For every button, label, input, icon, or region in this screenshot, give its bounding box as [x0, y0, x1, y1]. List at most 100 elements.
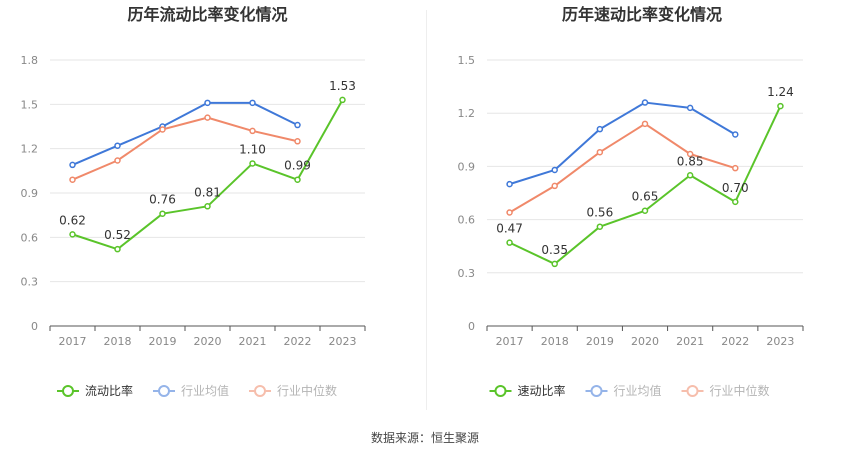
legend-item: 行业中位数 [681, 383, 770, 398]
legend-label: 行业中位数 [277, 383, 337, 398]
legend-label: 行业中位数 [710, 383, 770, 398]
chart-title: 历年速动比率变化情况 [562, 5, 722, 24]
data-point [686, 104, 694, 112]
data-point [114, 245, 121, 253]
data-label: 1.10 [239, 142, 266, 156]
y-tick-label: 1.5 [458, 54, 476, 67]
legend-marker [590, 385, 603, 397]
legend-label: 行业均值 [181, 383, 229, 398]
data-point [69, 161, 76, 169]
data-point [294, 176, 301, 183]
x-tick-label: 2020 [631, 335, 659, 348]
data-label: 0.70 [722, 181, 749, 195]
data-point [294, 121, 301, 129]
data-point [249, 127, 256, 135]
legend-item: 行业均值 [153, 383, 229, 398]
data-point [339, 96, 346, 104]
data-point [294, 138, 301, 145]
legend-marker [158, 385, 170, 397]
data-label: 0.62 [59, 213, 86, 227]
x-tick-label: 2022 [284, 335, 312, 348]
y-tick-label: 0 [468, 320, 475, 333]
data-point [641, 99, 649, 106]
data-label: 1.53 [329, 79, 356, 93]
data-label: 0.81 [194, 185, 221, 199]
data-source-note: 数据来源：恒生聚源 [370, 431, 479, 445]
x-tick-label: 2023 [766, 335, 794, 348]
data-point [686, 172, 694, 179]
y-tick-label: 1.2 [21, 143, 39, 156]
current-ratio-chart: 历年流动比率变化情况 0 0.3 0.6 0.9 1.2 1.5 1.8 2017 2018 201… [0, 0, 425, 420]
x-tick-label: 2019 [149, 335, 177, 348]
y-tick-label: 0 [31, 320, 38, 333]
chart-title: 历年流动比率变化情况 [127, 5, 287, 24]
data-point [69, 176, 76, 183]
data-point [506, 239, 513, 246]
data-point [159, 126, 166, 133]
data-point [641, 120, 649, 128]
series-line [72, 101, 298, 166]
x-tick-label: 2019 [586, 335, 614, 348]
series-line [72, 99, 344, 251]
legend-item: 速动比率 [489, 383, 566, 398]
data-point [249, 99, 256, 107]
y-tick-label: 0.3 [458, 267, 476, 280]
data-point [551, 166, 558, 174]
data-point [249, 160, 256, 167]
data-point [641, 207, 649, 214]
y-tick-label: 0.9 [21, 187, 39, 200]
y-tick-label: 1.5 [21, 98, 39, 111]
y-tick-label: 0.3 [21, 276, 39, 289]
data-point [114, 157, 121, 164]
y-tick-label: 0.6 [21, 231, 39, 244]
data-point [596, 223, 604, 230]
x-tick-label: 2017 [59, 335, 87, 348]
legend-label: 流动比率 [85, 383, 133, 398]
panel-divider [426, 10, 427, 410]
data-label: 0.52 [104, 228, 131, 242]
data-point [732, 131, 739, 138]
y-tick-label: 0.9 [458, 160, 476, 173]
series-line [509, 122, 736, 214]
legend-marker [254, 385, 266, 397]
data-label: 0.47 [496, 222, 523, 236]
x-tick-label: 2021 [676, 335, 704, 348]
x-tick-label: 2022 [721, 335, 749, 348]
x-tick-label: 2018 [541, 335, 569, 348]
legend-marker [494, 385, 507, 397]
data-label: 0.85 [677, 154, 704, 168]
y-tick-label: 1.2 [458, 107, 476, 120]
series-line [509, 101, 736, 186]
data-label: 0.76 [149, 193, 176, 207]
legend-item: 行业均值 [585, 383, 662, 398]
data-point [551, 260, 558, 268]
data-point [159, 210, 166, 217]
data-point [777, 102, 784, 110]
legend-item: 行业中位数 [249, 383, 337, 398]
data-point [69, 231, 76, 238]
y-tick-label: 1.8 [21, 54, 39, 67]
data-label: 1.24 [767, 85, 794, 99]
data-point [596, 148, 604, 156]
data-point [686, 150, 694, 158]
data-point [114, 142, 121, 149]
data-point [596, 125, 604, 133]
chart-svg: 历年速动比率变化情况 0 0.3 0.6 0.9 1.2 1.5 2017 2018 2019 20… [458, 5, 804, 398]
series-line [72, 116, 298, 181]
data-point [732, 198, 739, 206]
data-label: 0.65 [632, 190, 659, 204]
data-point [204, 114, 211, 121]
legend-label: 行业均值 [614, 383, 662, 398]
x-tick-label: 2021 [239, 335, 267, 348]
legend-label: 速动比率 [518, 383, 566, 398]
data-point [204, 203, 211, 210]
quick-ratio-chart: 历年速动比率变化情况 0 0.3 0.6 0.9 1.2 1.5 2017 2018 2019 20… [427, 0, 850, 420]
data-point [204, 99, 211, 107]
x-tick-label: 2018 [104, 335, 132, 348]
legend-item: 流动比率 [57, 383, 133, 398]
legend-marker [686, 385, 699, 397]
data-label: 0.56 [586, 206, 613, 220]
data-point [551, 182, 558, 190]
x-tick-label: 2017 [496, 335, 524, 348]
data-point [506, 209, 513, 216]
